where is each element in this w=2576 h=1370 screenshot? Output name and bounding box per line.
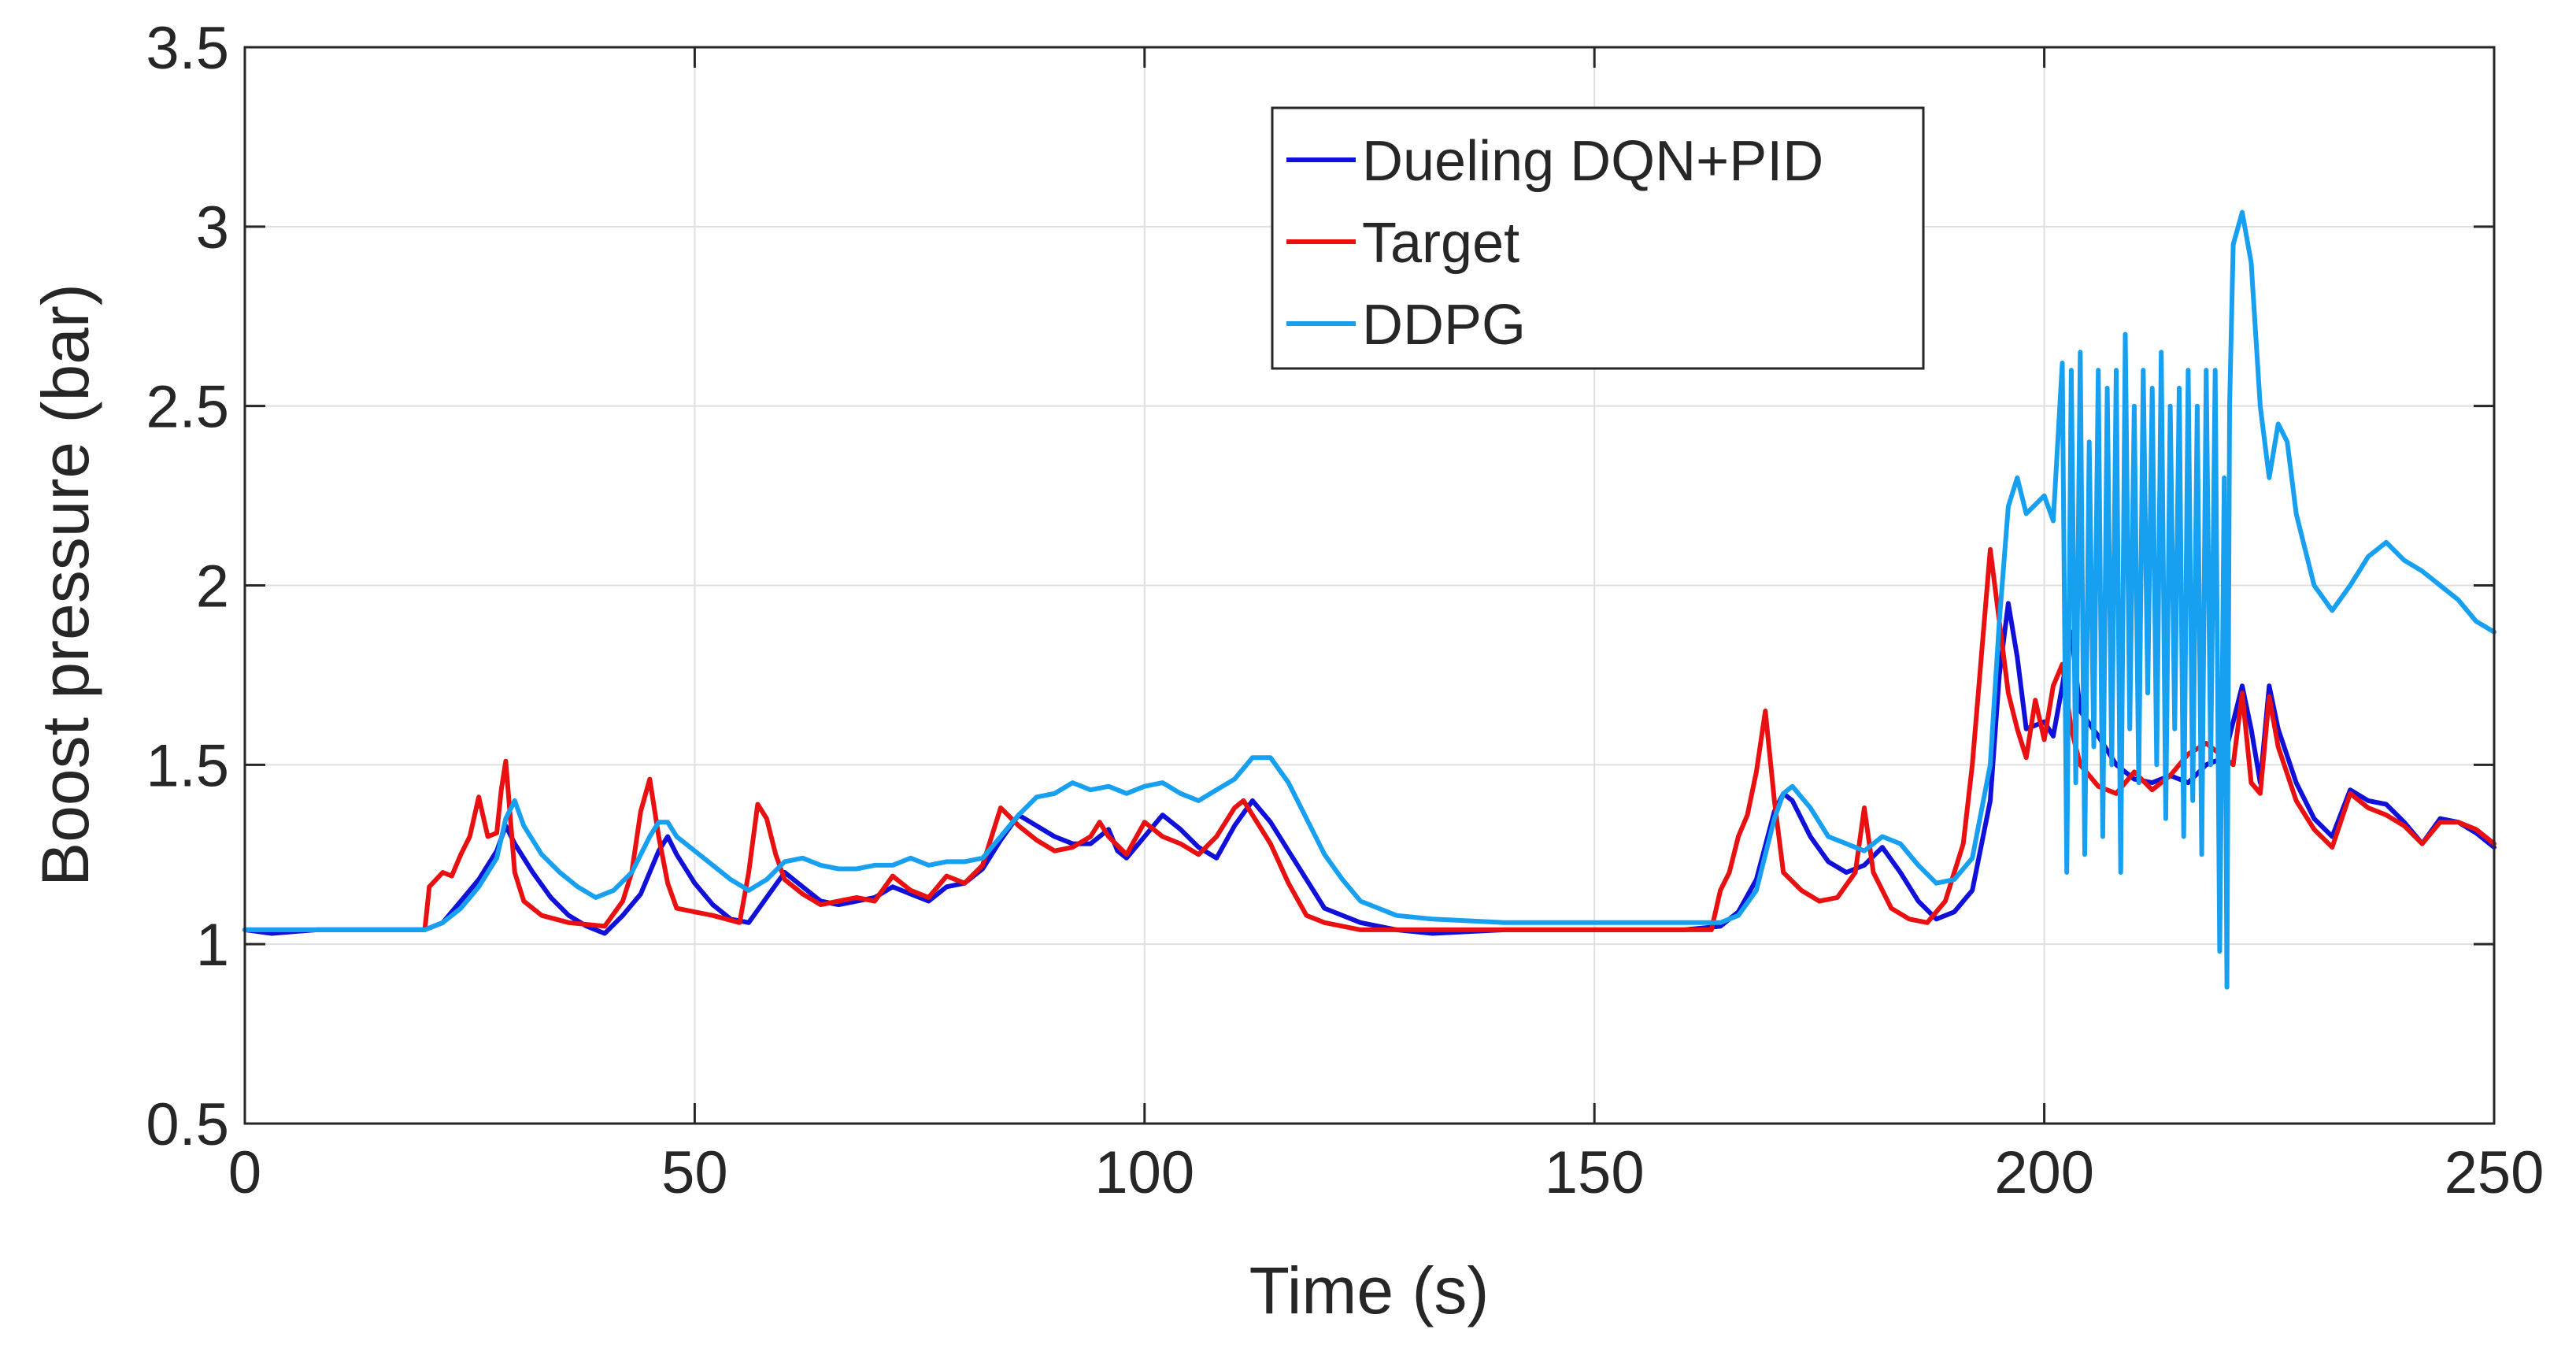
- x-tick-label: 0: [228, 1139, 261, 1206]
- y-axis-label: Boost pressure (bar): [28, 283, 102, 887]
- y-tick-label: 0.5: [146, 1091, 229, 1158]
- x-tick-label: 150: [1545, 1139, 1645, 1206]
- legend-box: [1271, 106, 1925, 370]
- x-tick-label: 200: [1994, 1139, 2094, 1206]
- x-tick-label: 100: [1094, 1139, 1194, 1206]
- ticks: 0 50 100 150 200 250 0.5 1 1.5 2 2.5 3 3.5: [146, 15, 2544, 1206]
- legend: Dueling DQN+PID Target DDPG: [1271, 106, 1925, 370]
- x-tick-label: 50: [661, 1139, 728, 1206]
- y-tick-label: 3: [196, 194, 229, 261]
- x-axis-label: Time (s): [1249, 1253, 1490, 1327]
- y-tick-label: 3.5: [146, 15, 229, 82]
- series-line-ddpg: [242, 209, 2496, 990]
- legend-label-target: Target: [1362, 212, 1519, 275]
- series-lines: [242, 209, 2496, 990]
- y-tick-label: 1: [196, 912, 229, 979]
- legend-label-ddpg: DDPG: [1362, 294, 1526, 357]
- y-tick-label: 2.5: [146, 374, 229, 441]
- x-tick-label: 250: [2445, 1139, 2545, 1206]
- legend-label-dueling-dqn-pid: Dueling DQN+PID: [1362, 130, 1823, 193]
- y-tick-label: 2: [196, 554, 229, 620]
- y-tick-label: 1.5: [146, 732, 229, 799]
